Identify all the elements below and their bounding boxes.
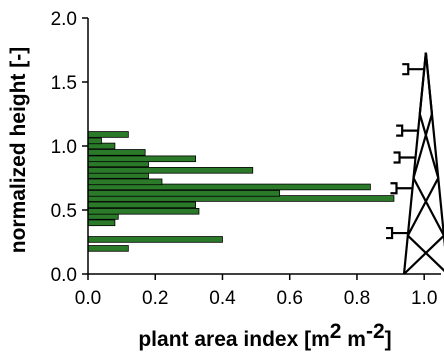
sensor-boom-2 <box>393 151 416 164</box>
x-tick-label-1: 0.2 <box>142 288 168 309</box>
x-tick-label-5: 1.0 <box>411 288 437 309</box>
bar-0 <box>87 245 129 252</box>
x-tick-label-0: 0.0 <box>75 288 101 309</box>
y-tick-label-4: 2.0 <box>51 9 77 30</box>
x-axis-title: plant area index [m2 m-2] <box>138 320 391 351</box>
y-tick-label-0: 0.0 <box>51 265 77 286</box>
bars-group <box>87 131 395 252</box>
sensor-boom-4 <box>402 63 425 76</box>
sensor-boom-1 <box>390 182 413 195</box>
y-axis-title: normalized height [-] <box>7 47 30 254</box>
bar-14 <box>87 149 146 156</box>
bar-4 <box>87 207 200 215</box>
x-tick-labels: 0.0 0.2 0.4 0.6 0.8 1.0 <box>75 288 438 309</box>
bar-16 <box>87 137 102 145</box>
bar-1 <box>87 236 223 243</box>
bar-7 <box>87 190 281 197</box>
bar-5 <box>87 201 196 209</box>
bar-9 <box>87 178 163 186</box>
x-tick-label-2: 0.4 <box>209 288 236 309</box>
bar-11 <box>87 167 254 174</box>
y-tick-label-2: 1.0 <box>51 137 77 158</box>
y-tick-labels: 0.0 0.5 1.0 1.5 2.0 <box>51 9 77 286</box>
bar-2 <box>87 219 116 227</box>
bar-13 <box>87 155 196 163</box>
y-tick-label-3: 1.5 <box>51 73 77 94</box>
sensor-boom-3 <box>396 124 419 137</box>
bar-17 <box>87 131 129 138</box>
y-tick-label-1: 0.5 <box>51 201 77 222</box>
tower-icon <box>386 52 444 275</box>
axes-group <box>82 17 441 280</box>
sensor-boom-0 <box>386 226 409 240</box>
x-tick-label-3: 0.6 <box>277 288 303 309</box>
x-tick-label-4: 0.8 <box>344 288 370 309</box>
